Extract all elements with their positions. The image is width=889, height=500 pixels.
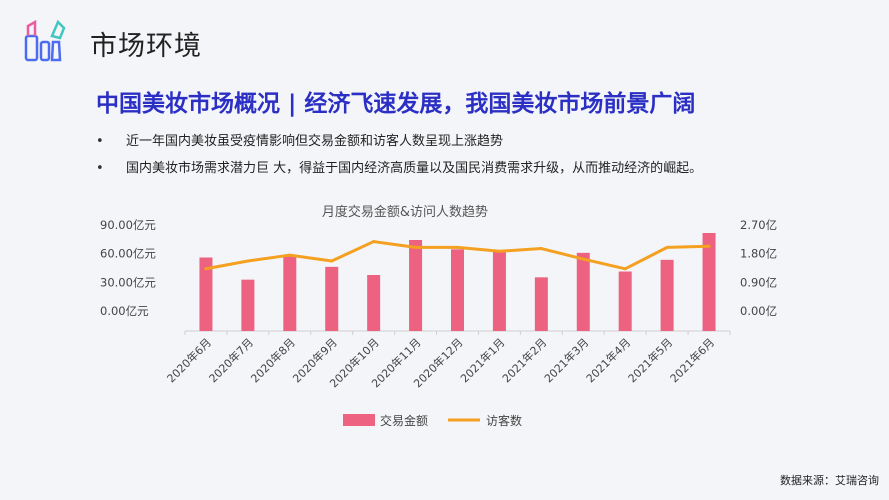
point-访客数 bbox=[330, 259, 334, 263]
data-source: 数据来源：艾瑞咨询 bbox=[780, 474, 879, 487]
bar-交易金额 bbox=[367, 275, 381, 331]
bar-交易金额 bbox=[451, 249, 464, 331]
point-访客数 bbox=[456, 245, 459, 249]
point-访客数 bbox=[204, 267, 208, 271]
left-axis-tick: 0.00亿元 bbox=[100, 304, 149, 318]
point-访客数 bbox=[581, 257, 585, 261]
point-访客数 bbox=[288, 253, 292, 257]
bullet-list: 近一年国内美妆虽受疫情影响但交易金额和访客人数呈现上涨趋势 国内美妆市场需求潜力… bbox=[96, 132, 702, 186]
point-访客数 bbox=[497, 249, 501, 253]
point-访客数 bbox=[665, 245, 669, 249]
left-axis-tick: 90.00亿元 bbox=[100, 218, 156, 232]
right-axis-tick: 2.70亿 bbox=[740, 218, 777, 232]
category-label: 2020年7月 bbox=[206, 335, 256, 385]
right-axis-tick: 0.00亿 bbox=[740, 304, 777, 318]
chart-title: 月度交易金额&访问人数趋势 bbox=[322, 204, 488, 220]
point-访客数 bbox=[623, 267, 627, 271]
point-访客数 bbox=[414, 245, 418, 249]
category-label: 2020年8月 bbox=[248, 335, 298, 385]
bullet-item: 国内美妆市场需求潜力巨 大，得益于国内经济高质量以及国民消费需求升级，从而推动经… bbox=[96, 159, 702, 186]
left-axis-tick: 30.00亿元 bbox=[100, 275, 156, 289]
right-axis-tick: 1.80亿 bbox=[740, 247, 777, 261]
legend-label: 交易金额 bbox=[380, 413, 428, 428]
category-label: 2021年2月 bbox=[499, 335, 549, 385]
point-访客数 bbox=[539, 247, 543, 251]
legend-swatch-bar bbox=[343, 414, 375, 426]
point-访客数 bbox=[246, 259, 250, 263]
left-axis-tick: 60.00亿元 bbox=[100, 247, 156, 261]
bar-交易金额 bbox=[409, 240, 423, 331]
bar-交易金额 bbox=[576, 252, 590, 331]
category-label: 2021年6月 bbox=[667, 335, 717, 385]
point-访客数 bbox=[372, 240, 376, 244]
bar-交易金额 bbox=[618, 271, 632, 331]
bar-交易金额 bbox=[492, 250, 506, 331]
bar-交易金额 bbox=[199, 257, 213, 331]
bar-交易金额 bbox=[702, 233, 716, 331]
category-label: 2021年3月 bbox=[541, 335, 591, 385]
cosmetics-logo-icon bbox=[24, 19, 66, 62]
legend-label: 访客数 bbox=[486, 413, 522, 428]
category-label: 2021年5月 bbox=[625, 335, 675, 385]
point-访客数 bbox=[707, 244, 711, 248]
bar-交易金额 bbox=[325, 266, 339, 331]
category-label: 2021年1月 bbox=[457, 335, 507, 385]
bullet-item: 近一年国内美妆虽受疫情影响但交易金额和访客人数呈现上涨趋势 bbox=[96, 132, 702, 159]
right-axis-tick: 0.90亿 bbox=[740, 275, 777, 289]
bar-交易金额 bbox=[241, 279, 255, 331]
bar-交易金额 bbox=[660, 259, 674, 331]
category-label: 2020年6月 bbox=[164, 335, 214, 385]
bar-交易金额 bbox=[534, 277, 548, 331]
category-label: 2021年4月 bbox=[583, 335, 633, 385]
page-headline: 中国美妆市场概况 | 经济飞速发展，我国美妆市场前景广阔 bbox=[96, 91, 696, 117]
bar-交易金额 bbox=[283, 255, 297, 331]
section-title: 市场环境 bbox=[90, 31, 202, 62]
